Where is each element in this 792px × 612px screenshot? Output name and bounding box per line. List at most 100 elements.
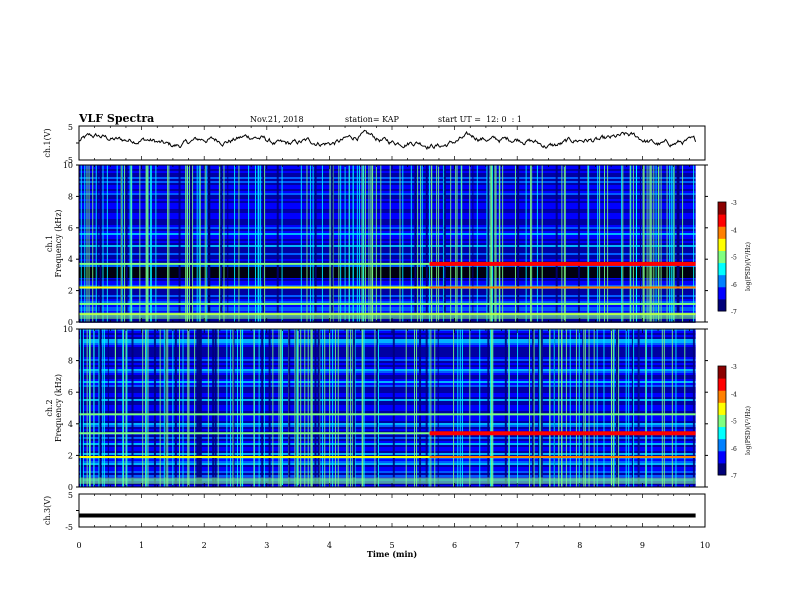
sferic-line xyxy=(532,329,535,487)
sferic-line xyxy=(253,329,255,487)
spectrogram-noise-row xyxy=(79,409,696,411)
spectrogram-noise-row xyxy=(79,403,696,405)
sferic-line xyxy=(88,165,90,322)
sferic-line xyxy=(514,165,516,322)
sferic-line xyxy=(98,329,101,487)
spectrogram-noise-row xyxy=(79,299,696,301)
spectrogram-ch1 xyxy=(79,165,696,323)
sferic-line xyxy=(321,165,323,322)
sferic-line xyxy=(272,329,274,487)
spectrogram-noise-row xyxy=(79,387,696,389)
spectrogram-noise-row xyxy=(79,425,696,427)
sferic-line xyxy=(153,329,156,487)
spectrogram-noise-row xyxy=(79,219,696,221)
sferic-line xyxy=(504,329,507,487)
y-tick-label: 0 xyxy=(68,483,73,492)
spectrogram-noise-row xyxy=(79,377,696,379)
sferic-line xyxy=(508,329,510,487)
spectrogram-noise-row xyxy=(79,383,696,385)
spectrogram-noise-row xyxy=(79,369,696,371)
sferic-line xyxy=(146,165,148,322)
sferic-line xyxy=(80,329,83,487)
sferic-line xyxy=(639,165,641,322)
spectrogram-noise-row xyxy=(79,407,696,409)
spectrogram-noise-row xyxy=(79,415,696,417)
colorbar-ch2 xyxy=(717,365,727,476)
colorbar-tick-label: -4 xyxy=(731,227,737,234)
spectrogram-noise-row xyxy=(79,197,696,199)
sferic-line xyxy=(612,329,614,487)
spectrogram-noise-row xyxy=(79,167,696,169)
sferic-line xyxy=(525,165,527,322)
sferic-line xyxy=(555,165,558,322)
sferic-line xyxy=(217,329,219,487)
colorbar-tick-label: -5 xyxy=(731,419,737,426)
sferic-line xyxy=(263,329,265,487)
sferic-line xyxy=(352,165,354,322)
frequency-band xyxy=(79,455,696,458)
sferic-line xyxy=(199,165,201,322)
sferic-line xyxy=(618,329,620,487)
spectrogram-noise-row xyxy=(79,401,696,403)
sferic-line xyxy=(428,165,430,322)
sferic-line xyxy=(261,329,264,487)
sferic-line xyxy=(233,329,235,487)
sferic-line xyxy=(414,165,417,322)
colorbar-tick-label: -3 xyxy=(731,200,737,207)
spectrogram-noise-row xyxy=(79,419,696,421)
spectrogram-noise-row xyxy=(79,281,696,283)
colorbar-segment xyxy=(718,414,726,428)
spectrogram-noise-row xyxy=(79,217,696,219)
sferic-line xyxy=(196,165,198,322)
sferic-line xyxy=(487,329,490,487)
spectrogram-noise-row xyxy=(79,171,696,173)
spectrogram-noise-row xyxy=(79,399,696,401)
sferic-line xyxy=(312,165,314,322)
band-after-transition xyxy=(429,286,696,289)
spectrogram-noise-row xyxy=(79,319,696,321)
sferic-line xyxy=(461,165,463,322)
sferic-line xyxy=(199,329,202,487)
sferic-line xyxy=(402,165,404,322)
sferic-line xyxy=(239,329,241,487)
sferic-line xyxy=(122,329,124,487)
colorbar-segment xyxy=(718,298,726,312)
spectrogram-noise-row xyxy=(79,181,696,183)
sferic-line xyxy=(218,165,220,322)
spectrogram-noise-row xyxy=(79,243,696,245)
sferic-line xyxy=(648,165,650,322)
sferic-line xyxy=(92,165,94,322)
sferic-line xyxy=(517,165,520,322)
sferic-line xyxy=(86,165,88,322)
band-after-transition xyxy=(429,455,696,458)
sferic-line xyxy=(223,165,225,322)
spectrogram-noise-row xyxy=(79,385,696,387)
spectrogram-noise-row xyxy=(79,431,696,433)
sferic-line xyxy=(561,329,563,487)
colorbar-frame xyxy=(717,201,727,312)
spectrogram-noise-row xyxy=(79,341,696,343)
sferic-line xyxy=(517,329,519,487)
sferic-line xyxy=(603,329,605,487)
sferic-line xyxy=(300,329,302,487)
sferic-line xyxy=(142,329,144,487)
spectrogram-noise-row xyxy=(79,337,696,339)
sferic-line xyxy=(538,329,540,487)
sferic-line xyxy=(443,165,446,322)
sferic-line xyxy=(672,165,674,322)
spectrogram-noise-row xyxy=(79,251,696,253)
spectrogram-noise-row xyxy=(79,473,696,475)
spectrogram-noise-row xyxy=(79,397,696,399)
sferic-line xyxy=(661,329,663,487)
sferic-line xyxy=(120,165,122,322)
panel-frame xyxy=(78,493,706,528)
colorbar-segment xyxy=(718,286,726,300)
spectrogram-noise-row xyxy=(79,213,696,215)
x-tick-label: 2 xyxy=(202,541,207,550)
sferic-line xyxy=(428,329,430,487)
sferic-line xyxy=(329,165,331,322)
sferic-line xyxy=(374,329,376,487)
sferic-line xyxy=(416,329,418,487)
sferic-line xyxy=(144,329,146,487)
x-tick-label: 9 xyxy=(640,541,645,550)
